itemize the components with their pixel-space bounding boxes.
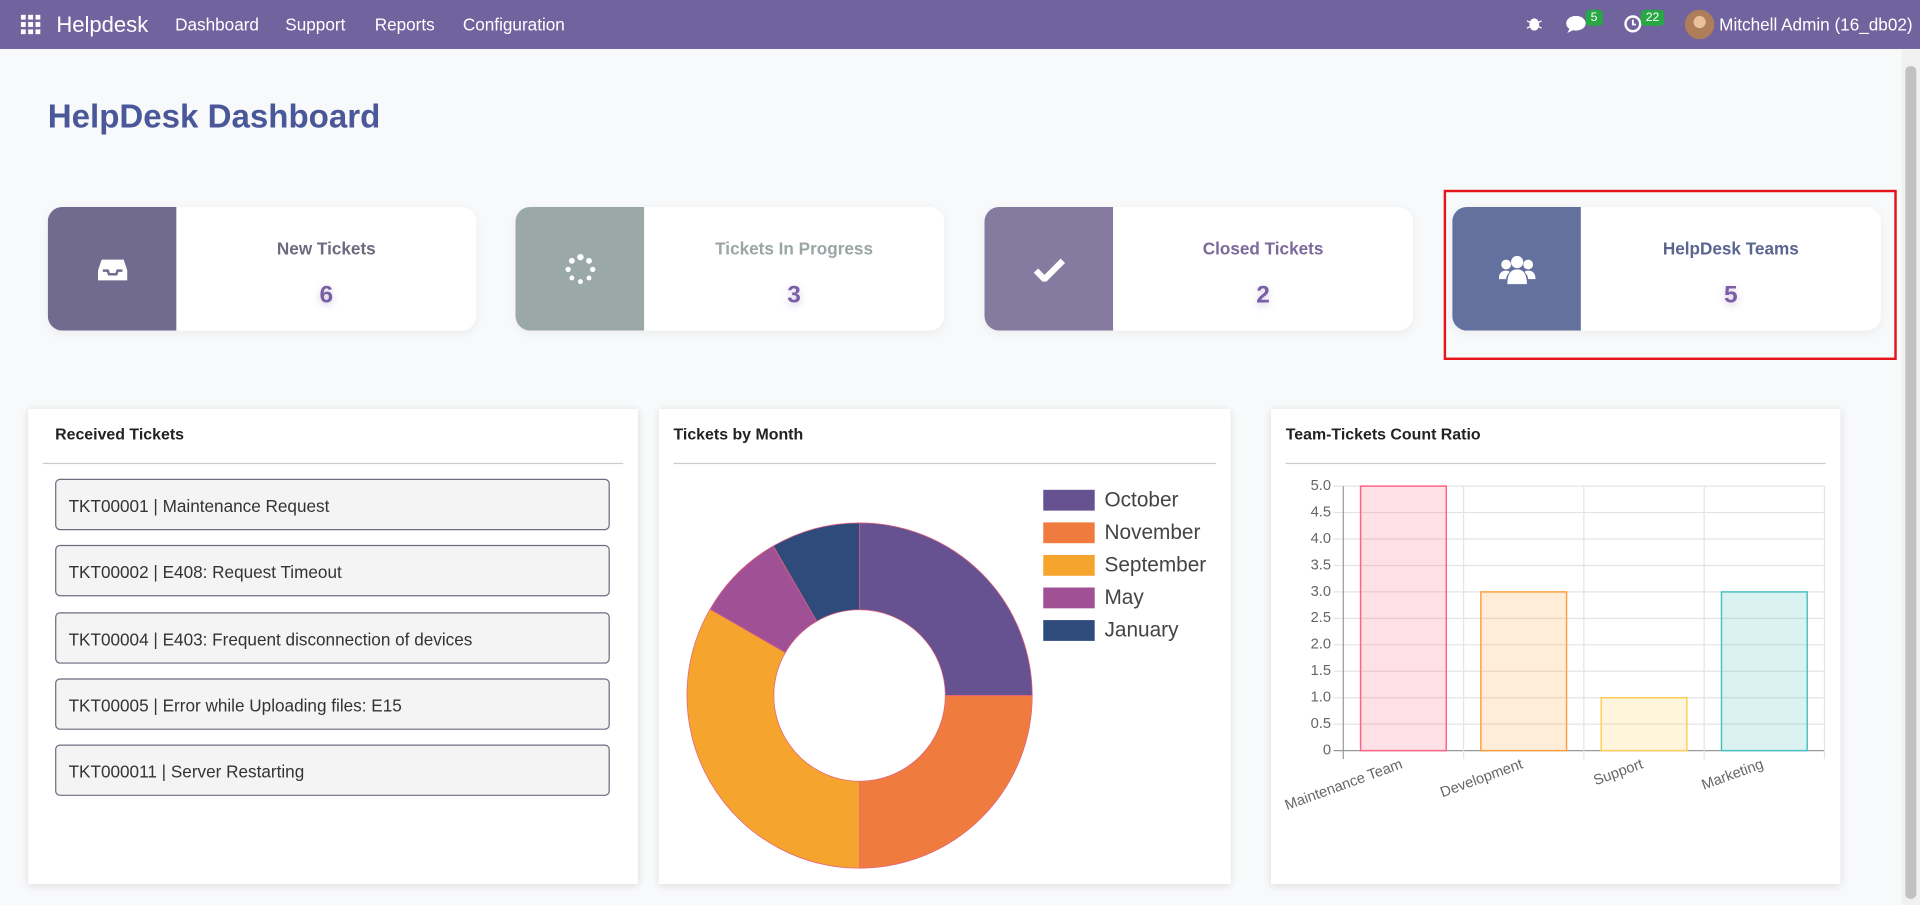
y-tick-label: 5.0 [1311, 478, 1331, 494]
received-panel: Received Tickets TKT00001 | Maintenance … [28, 408, 638, 885]
card-label: HelpDesk Teams [1662, 238, 1799, 259]
y-tick-label: 1.0 [1311, 690, 1331, 706]
menu-item[interactable]: Reports [374, 14, 435, 35]
user-name[interactable]: Mitchell Admin (16_db02) [1719, 14, 1913, 35]
menu-item[interactable]: Support [285, 14, 346, 35]
y-tick-label: 0.5 [1311, 716, 1331, 732]
card-label: Closed Tickets [1202, 238, 1324, 259]
doughnut-segment [859, 522, 1033, 696]
legend-swatch [1043, 620, 1095, 641]
legend-label: January [1104, 619, 1179, 642]
debug-icon[interactable] [1526, 15, 1543, 32]
divider [673, 462, 1216, 465]
panel-title: Received Tickets [55, 424, 185, 444]
y-tick-label: 3.5 [1311, 557, 1331, 573]
card-icon [984, 206, 1114, 331]
legend-label: October [1104, 488, 1178, 511]
divider [1285, 462, 1826, 465]
ticket-item[interactable]: TKT00001 | Maintenance Request [55, 478, 610, 531]
apps-icon[interactable] [20, 14, 41, 35]
card-value: 3 [787, 281, 801, 309]
highlight-box [1443, 189, 1897, 361]
legend-swatch [1043, 587, 1095, 609]
legend-swatch [1043, 489, 1095, 511]
y-tick-label: 4.0 [1311, 531, 1331, 547]
ticket-item[interactable]: TKT00004 | E403: Frequent disconnection … [55, 611, 610, 664]
ticket-item[interactable]: TKT00002 | E408: Request Timeout [55, 545, 610, 597]
x-tick-label: Maintenance Team [1283, 756, 1405, 813]
y-tick-label: 0 [1323, 742, 1331, 758]
app-name[interactable]: Helpdesk [56, 12, 149, 37]
y-tick-label: 1.5 [1311, 663, 1331, 679]
y-tick-label: 2.0 [1311, 637, 1331, 653]
bar [1720, 591, 1808, 752]
scroll-thumb[interactable] [1905, 66, 1917, 899]
messages-badge: 5 [1585, 9, 1603, 26]
legend-label: May [1104, 586, 1144, 609]
y-tick-label: 4.5 [1311, 504, 1331, 520]
bar [1600, 696, 1688, 752]
card-label: New Tickets [276, 238, 376, 259]
messages-icon[interactable] [1566, 15, 1588, 35]
menu-item[interactable]: Dashboard [175, 14, 259, 35]
doughnut-segment [772, 522, 860, 622]
team-panel: Team-Tickets Count Ratio [1271, 408, 1841, 885]
x-tick-label: Support [1592, 756, 1646, 789]
divider [42, 462, 624, 465]
legend-label: November [1104, 521, 1200, 544]
stat-card[interactable]: Tickets In Progress 3 [515, 206, 945, 331]
panel-title: Team-Tickets Count Ratio [1285, 424, 1481, 444]
bar [1480, 591, 1568, 752]
legend-label: September [1104, 553, 1206, 576]
legend-swatch [1043, 554, 1095, 576]
page-title: HelpDesk Dashboard [47, 97, 381, 135]
menu-item[interactable]: Configuration [462, 14, 565, 35]
legend-swatch [1043, 522, 1095, 544]
card-label: Tickets In Progress [715, 238, 874, 259]
doughnut-segment [859, 695, 1033, 869]
activities-icon[interactable] [1624, 15, 1642, 33]
y-tick-label: 2.5 [1311, 610, 1331, 626]
x-tick-label: Marketing [1700, 756, 1766, 793]
card-icon [47, 206, 177, 331]
card-icon [515, 206, 645, 331]
stat-card[interactable]: HelpDesk Teams 5 [1452, 206, 1881, 331]
activities-badge: 22 [1640, 9, 1665, 26]
y-tick-label: 3.0 [1311, 584, 1331, 600]
stat-card[interactable]: New Tickets 6 [47, 206, 477, 331]
bar [1359, 485, 1448, 752]
ticket-item[interactable]: TKT00005 | Error while Uploading files: … [55, 678, 610, 730]
card-value: 5 [1724, 281, 1738, 309]
ticket-item[interactable]: TKT000011 | Server Restarting [55, 744, 610, 797]
stat-card[interactable]: Closed Tickets 2 [984, 206, 1414, 331]
card-value: 6 [319, 281, 334, 309]
navbar: Helpdesk Dashboard Support Reports Confi… [0, 0, 1920, 49]
panel-title: Tickets by Month [673, 424, 804, 444]
card-icon [1452, 206, 1581, 331]
avatar[interactable] [1684, 9, 1715, 40]
scrollbar [1901, 48, 1920, 905]
doughnut-segment [686, 608, 860, 869]
card-value: 2 [1256, 281, 1270, 309]
x-tick-label: Development [1438, 756, 1525, 801]
